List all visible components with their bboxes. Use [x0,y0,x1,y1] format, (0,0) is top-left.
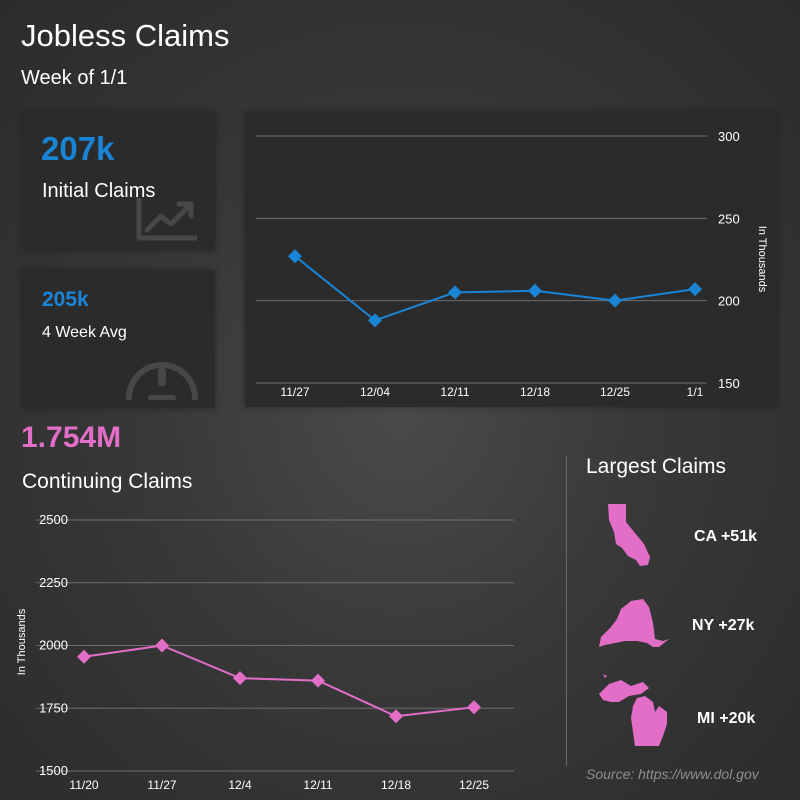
data-point-marker [389,709,403,724]
x-tick-label: 11/20 [69,778,98,792]
data-point-marker [368,313,382,328]
gauge-icon [126,362,198,400]
initial-claims-label: Initial Claims [42,180,156,202]
continuing-claims-chart: 1500 1750 2000 2250 2500 In Thousands 11/20 11/… [16,512,514,792]
page-title: Jobless Claims [21,18,230,53]
y-tick-label: 150 [718,376,740,391]
x-tick-label: 12/18 [520,385,550,399]
x-tick-label: 12/11 [303,778,332,792]
continuing-claims-label: Continuing Claims [22,470,193,493]
x-tick-label: 12/4 [228,778,252,792]
y-axis-label: In Thousands [756,226,768,293]
four-week-avg-label: 4 Week Avg [42,324,127,341]
data-point-marker [528,283,542,298]
data-point-marker [608,293,622,308]
four-week-avg-value: 205k [42,288,89,311]
initial-claims-chart: 150 200 250 300 In Thousands 11/27 12/04 12/11 1… [256,129,768,399]
data-point-marker [155,638,169,653]
series-line [83,644,475,718]
data-point-marker [448,285,462,300]
data-point-marker [233,671,247,686]
four-week-avg-card: 205k 4 Week Avg [23,270,215,408]
california-map-icon [608,504,650,566]
state-label-ca: CA +51k [694,528,757,545]
x-tick-label: 12/04 [360,385,390,399]
continuing-claims-value: 1.754M [21,421,122,454]
new-york-map-icon [599,599,669,647]
state-label-mi: MI +20k [697,710,756,727]
y-tick-label: 250 [718,211,740,226]
y-tick-label: 1500 [39,763,68,778]
x-tick-label: 11/27 [147,778,176,792]
x-tick-label: 12/18 [381,778,411,792]
y-tick-label: 2500 [39,512,68,527]
michigan-map-icon [599,674,667,746]
x-tick-label: 11/27 [280,385,309,399]
trend-chart-icon [136,198,197,241]
data-point-marker [467,700,481,715]
data-point-marker [311,673,325,688]
initial-claims-card: 207k Initial Claims [23,112,215,250]
x-tick-label: 12/25 [459,778,489,792]
y-tick-label: 2000 [39,638,68,653]
y-tick-label: 300 [718,129,740,144]
data-point-marker [77,649,91,664]
y-tick-label: 2250 [39,575,68,590]
source-note: Source: https://www.dol.gov [586,766,759,782]
section-divider [566,456,567,766]
x-tick-label: 1/1 [687,385,704,399]
data-point-marker [688,282,702,297]
x-tick-label: 12/11 [440,385,469,399]
initial-claims-value: 207k [41,130,115,167]
data-point-marker [288,249,302,264]
initial-claims-chart-card: 150 200 250 300 In Thousands 11/27 12/04 12/11 1… [245,112,777,407]
series-line [294,255,696,322]
state-label-ny: NY +27k [692,617,755,634]
y-tick-label: 200 [718,294,740,309]
y-tick-label: 1750 [39,700,68,715]
page-subtitle: Week of 1/1 [21,67,128,89]
y-axis-label: In Thousands [16,608,28,675]
x-tick-label: 12/25 [600,385,630,399]
largest-claims-title: Largest Claims [586,455,727,478]
